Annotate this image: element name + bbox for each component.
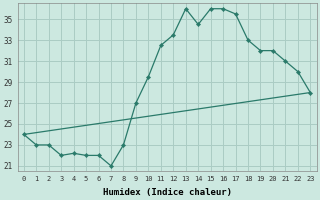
X-axis label: Humidex (Indice chaleur): Humidex (Indice chaleur): [102, 188, 232, 197]
